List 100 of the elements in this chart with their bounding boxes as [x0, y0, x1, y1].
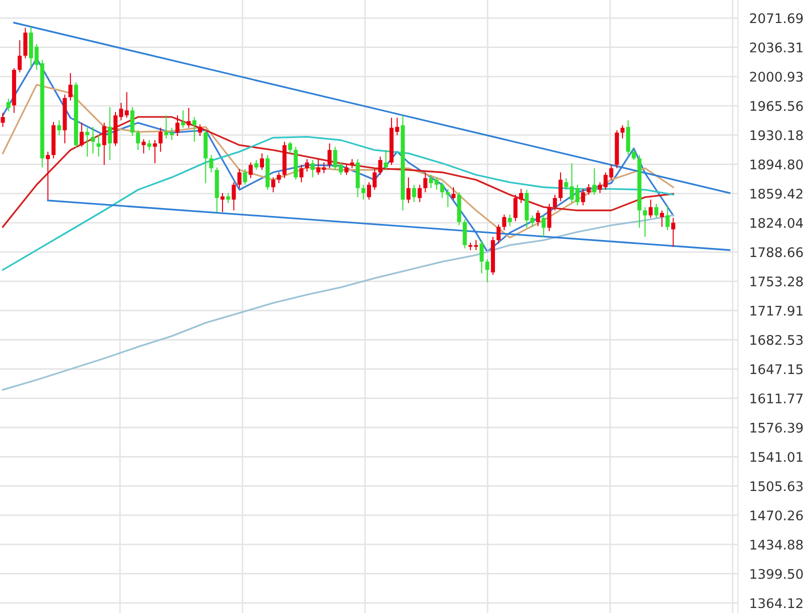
candlestick — [485, 259, 490, 282]
candlestick — [288, 142, 292, 154]
candlestick — [232, 182, 236, 210]
candlestick — [181, 110, 186, 128]
candlestick — [637, 155, 642, 228]
candlestick — [586, 184, 591, 195]
y-tick-label: 1434.88 — [750, 540, 803, 550]
y-tick-label: 1576.39 — [750, 422, 803, 433]
y-tick-label: 1682.53 — [750, 334, 803, 345]
y-tick-label: 1894.80 — [750, 159, 803, 170]
candlestick — [581, 188, 586, 206]
candlestick — [406, 177, 410, 203]
candlestick — [299, 164, 304, 182]
line-series — [2, 84, 674, 239]
y-tick-label: 1364.12 — [750, 598, 802, 608]
candlestick — [490, 236, 495, 275]
candlestick — [344, 164, 348, 175]
line-series — [2, 136, 674, 271]
candlestick — [266, 155, 270, 190]
candlestick — [51, 122, 56, 158]
candlestick — [671, 218, 676, 247]
y-tick-label: 1753.28 — [750, 276, 803, 286]
candlestick — [338, 162, 343, 175]
candlestick — [226, 193, 230, 203]
candlestick — [626, 120, 630, 156]
candlestick — [457, 192, 462, 226]
candlestick — [328, 143, 332, 168]
candlestick — [356, 159, 360, 198]
candlestick — [62, 94, 67, 144]
y-tick-label: 1647.15 — [750, 364, 803, 374]
candlestick — [158, 128, 163, 152]
y-tick-label: 1611.77 — [750, 393, 803, 404]
candlestick — [592, 168, 596, 195]
candlestick — [198, 124, 202, 136]
candlestick — [96, 135, 101, 157]
candlestick — [496, 224, 501, 244]
candlestick — [12, 68, 16, 113]
candlestick — [542, 215, 546, 237]
candlestick — [412, 184, 416, 202]
candlestick — [80, 122, 84, 147]
candlestick — [333, 146, 338, 170]
candlestick — [23, 28, 28, 58]
y-tick-label: 1470.26 — [750, 510, 803, 520]
candlestick — [6, 98, 10, 112]
candlestick — [108, 107, 112, 160]
candlestick — [170, 128, 174, 140]
y-tick-label: 1505.63 — [750, 481, 803, 492]
y-tick-label: 2071.69 — [750, 13, 803, 24]
y-tick-label: 2036.31 — [750, 42, 802, 52]
candlestick — [18, 40, 22, 72]
candlestick — [564, 178, 568, 190]
y-tick-label: 1541.01 — [750, 452, 802, 462]
candlestick — [57, 120, 62, 136]
candlestick — [440, 182, 444, 198]
candlestick — [446, 188, 450, 208]
candlestick — [620, 125, 625, 138]
candlestick — [254, 160, 258, 170]
candlestick — [68, 73, 72, 100]
candlestick — [552, 194, 557, 210]
y-tick-label: 1859.42 — [750, 188, 802, 199]
candlestick — [90, 126, 95, 154]
y-tick-label: 1717.91 — [750, 306, 802, 316]
y-tick-label: 1824.04 — [750, 218, 803, 228]
line-series — [2, 214, 674, 391]
line-series — [2, 116, 674, 228]
candlestick — [136, 130, 140, 150]
candlestick — [276, 172, 281, 184]
candlestick — [378, 156, 382, 175]
y-tick-label: 1965.56 — [750, 100, 803, 111]
candlestick — [147, 140, 152, 150]
candlestick — [480, 240, 484, 274]
candlestick — [204, 130, 208, 184]
candlestick — [418, 184, 422, 202]
candlestick — [220, 193, 225, 212]
candlestick — [209, 155, 214, 172]
candlestick — [74, 82, 78, 148]
candlestick — [243, 169, 248, 185]
candlestick — [175, 115, 180, 136]
candlestick — [152, 140, 157, 164]
candlestick — [660, 210, 664, 227]
candlestick — [536, 210, 540, 226]
candlestick — [85, 128, 90, 157]
candlestick — [614, 130, 619, 168]
candlestick — [271, 177, 276, 192]
candlestick — [451, 187, 456, 200]
candlestick — [508, 214, 512, 226]
candlestick — [502, 214, 506, 230]
candlestick — [558, 172, 563, 202]
candlestick — [0, 112, 5, 127]
candlestick — [248, 162, 253, 178]
candlestick — [192, 116, 196, 142]
candlestick — [46, 152, 50, 200]
y-tick-label: 2000.93 — [750, 72, 803, 82]
candlestick — [282, 142, 287, 178]
candlestick — [350, 159, 354, 168]
candlestick — [130, 107, 134, 136]
candlestick — [214, 167, 219, 212]
candlestick — [186, 108, 191, 128]
y-tick-label: 1788.66 — [750, 247, 803, 258]
y-tick-label: 1930.18 — [750, 130, 803, 140]
